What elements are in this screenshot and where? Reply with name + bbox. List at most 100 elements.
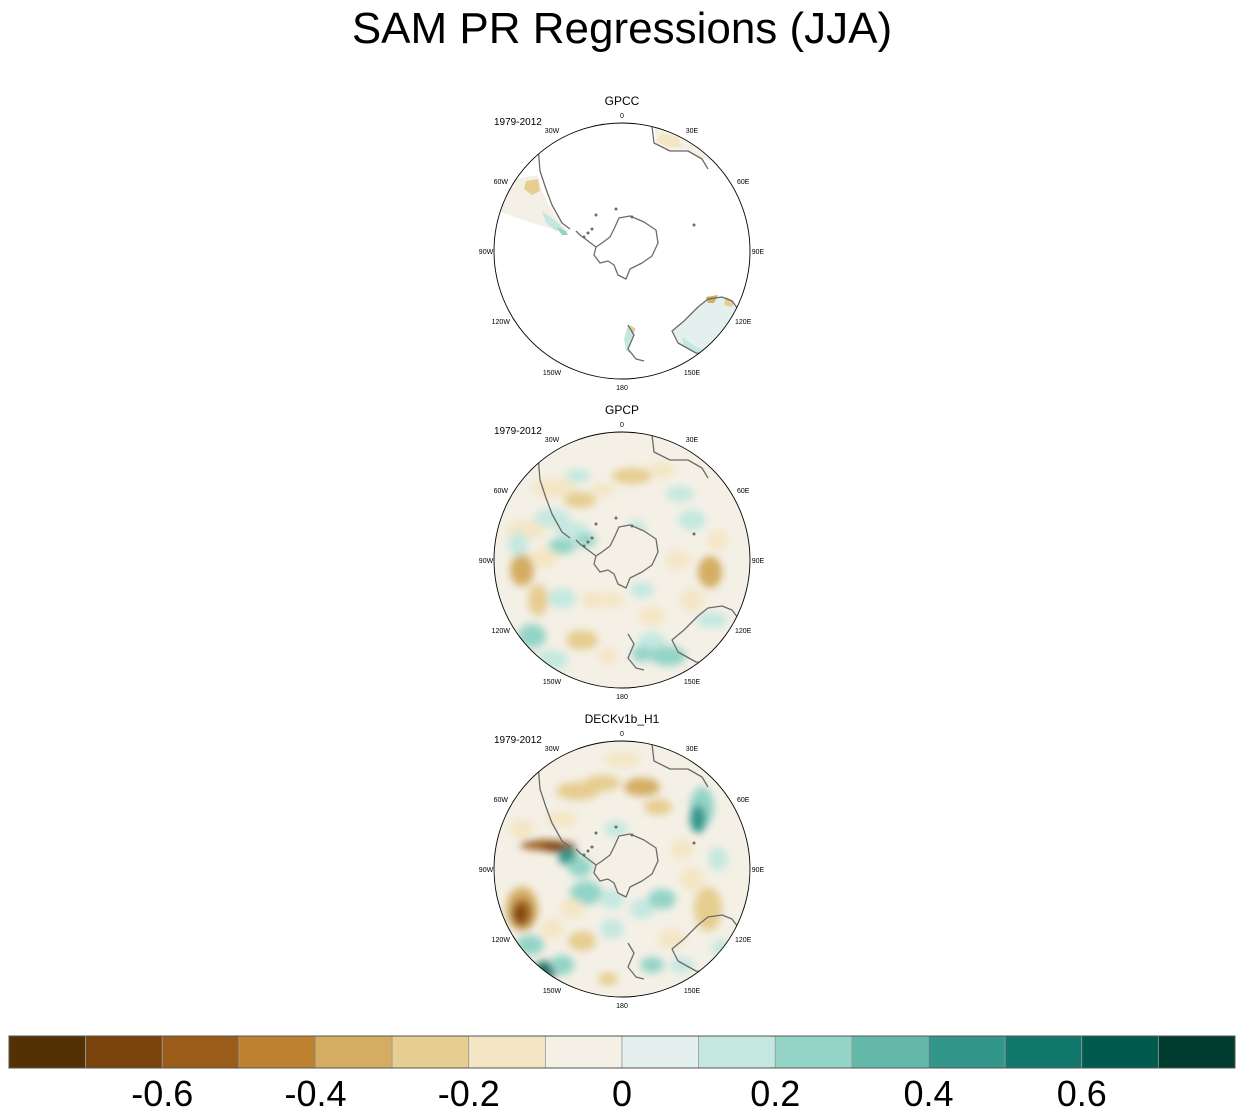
anomaly-contour <box>546 811 578 827</box>
longitude-label: 30E <box>686 128 699 135</box>
longitude-label: 90E <box>752 867 765 874</box>
island-marker <box>590 536 594 540</box>
island-marker <box>614 516 618 520</box>
colorbar-label: 0.2 <box>750 1073 801 1114</box>
island-marker <box>614 207 618 211</box>
longitude-label: 30W <box>545 746 560 753</box>
anomaly-contour <box>598 973 618 985</box>
anomaly-contour <box>632 646 652 662</box>
colorbar-box <box>391 1035 470 1069</box>
new-zealand-coastline <box>627 324 645 362</box>
anomaly-contour <box>670 839 694 859</box>
longitude-label: 150W <box>543 988 562 995</box>
land-precip-region <box>630 325 636 335</box>
anomaly-contour <box>566 630 598 650</box>
anomaly-contour <box>648 462 676 478</box>
map-field <box>494 432 750 688</box>
longitude-label: 60E <box>737 797 750 804</box>
colorbar-boxes <box>8 1035 1236 1069</box>
colorbar-label: 0.4 <box>903 1073 954 1114</box>
longitude-label: 180 <box>616 1003 628 1010</box>
longitude-label: 180 <box>616 694 628 701</box>
island-marker <box>586 849 590 853</box>
island-marker <box>582 235 586 239</box>
land-precip-region <box>498 175 568 231</box>
anomaly-contour <box>534 509 570 527</box>
anomaly-contour <box>708 847 728 871</box>
island-marker <box>692 223 696 227</box>
anomaly-contour <box>600 919 624 939</box>
longitude-label: 90W <box>479 867 494 874</box>
longitude-label: 60W <box>494 179 509 186</box>
anomaly-contour <box>548 538 576 554</box>
map-field <box>494 741 750 997</box>
colorbar-box <box>928 1035 1006 1069</box>
longitude-label: 30E <box>686 746 699 753</box>
island-marker <box>594 831 598 835</box>
colorbar-box <box>8 1035 87 1069</box>
anomaly-contour <box>612 468 652 484</box>
longitude-label: 120W <box>492 319 511 326</box>
anomaly-contour <box>564 492 596 508</box>
anomaly-contour <box>528 584 548 616</box>
longitude-label: 120W <box>492 937 511 944</box>
anomaly-contour <box>680 867 704 891</box>
map-field <box>494 123 750 379</box>
anomaly-contour <box>650 646 686 666</box>
longitude-label: 120W <box>492 628 511 635</box>
colorbar: -0.6 -0.4 -0.2 0 0.2 0.4 0.6 <box>0 1030 1244 1116</box>
colorbar-box <box>315 1035 393 1069</box>
map-panel-deckv1b-h1: DECKv1b_H1 1979-2012 0 30E 60E 90E 120E 150E 180… <box>479 712 765 1010</box>
anomaly-contour <box>694 887 722 931</box>
anomaly-contour <box>604 751 640 767</box>
anomaly-contour <box>598 648 618 664</box>
map-boundary <box>493 122 751 380</box>
anomaly-contour <box>698 556 722 588</box>
colorbar-box <box>161 1035 240 1069</box>
anomaly-contour <box>510 819 534 839</box>
anomaly-contour <box>604 821 628 837</box>
colorbar-label: -0.4 <box>284 1073 347 1114</box>
panel-period: 1979-2012 <box>494 426 542 437</box>
anomaly-contour <box>512 907 524 923</box>
longitude-label: 60E <box>737 179 750 186</box>
anomaly-contour <box>630 899 654 919</box>
africa-coastline <box>651 434 709 479</box>
anomaly-contour <box>630 582 654 598</box>
land-precip-region <box>656 133 682 147</box>
colorbar-box <box>1004 1035 1083 1069</box>
anomaly-contour <box>648 889 676 909</box>
anomaly-contour <box>568 931 596 951</box>
island-marker <box>590 845 594 849</box>
longitude-label: 150W <box>543 679 562 686</box>
africa-coastline <box>651 125 709 170</box>
colorbar-box <box>1081 1035 1159 1069</box>
map-boundary <box>493 740 751 998</box>
island-marker <box>582 853 586 857</box>
colorbar-box <box>85 1035 163 1069</box>
island-marker <box>586 231 590 235</box>
longitude-label: 0 <box>620 113 624 120</box>
colorbar-box <box>1157 1035 1236 1069</box>
anomaly-contour <box>658 929 686 949</box>
africa-coastline <box>651 743 709 788</box>
longitude-label: 30W <box>545 437 560 444</box>
longitude-label: 90W <box>479 249 494 256</box>
island-marker <box>630 524 634 528</box>
longitude-label: 150E <box>684 679 701 686</box>
anomaly-contour <box>508 532 528 556</box>
longitude-label: 30W <box>545 128 560 135</box>
anomaly-contour <box>708 530 728 550</box>
new-zealand-coastline <box>627 633 645 671</box>
anomaly-contour <box>624 778 660 796</box>
longitude-label: 150W <box>543 370 562 377</box>
longitude-label: 30E <box>686 437 699 444</box>
anomaly-contour <box>570 881 602 905</box>
island-marker <box>586 540 590 544</box>
island-marker <box>594 213 598 217</box>
colorbar-box <box>851 1035 929 1069</box>
panel-period: 1979-2012 <box>494 735 542 746</box>
colorbar-box <box>774 1035 853 1069</box>
map-panel-gpcp: GPCP 1979-2012 0 30E 60E 90E 120E 150E 180 150W 12… <box>479 403 765 701</box>
